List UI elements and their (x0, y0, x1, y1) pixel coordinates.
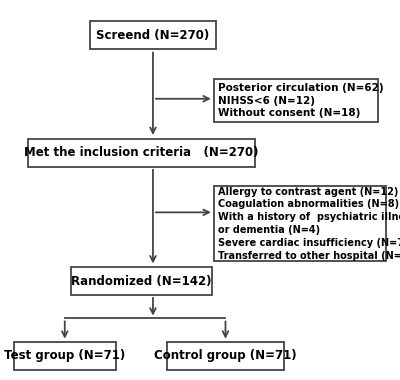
Text: Met the inclusion criteria   (N=270): Met the inclusion criteria (N=270) (24, 146, 258, 159)
FancyBboxPatch shape (71, 267, 212, 295)
Text: Randomized (N=142): Randomized (N=142) (71, 275, 212, 288)
FancyBboxPatch shape (28, 139, 255, 167)
FancyBboxPatch shape (214, 186, 386, 261)
FancyBboxPatch shape (90, 22, 216, 49)
Text: Posterior circulation (N=62)
NIHSS<6 (N=12)
Without consent (N=18): Posterior circulation (N=62) NIHSS<6 (N=… (218, 83, 384, 119)
Text: Test group (N=71): Test group (N=71) (4, 349, 125, 362)
Text: Screend (N=270): Screend (N=270) (96, 29, 210, 42)
FancyBboxPatch shape (167, 342, 284, 370)
Text: Control group (N=71): Control group (N=71) (154, 349, 297, 362)
FancyBboxPatch shape (14, 342, 116, 370)
FancyBboxPatch shape (214, 79, 378, 122)
Text: Allergy to contrast agent (N=12)
Coagulation abnormalities (N=8)
With a history : Allergy to contrast agent (N=12) Coagula… (218, 187, 400, 261)
